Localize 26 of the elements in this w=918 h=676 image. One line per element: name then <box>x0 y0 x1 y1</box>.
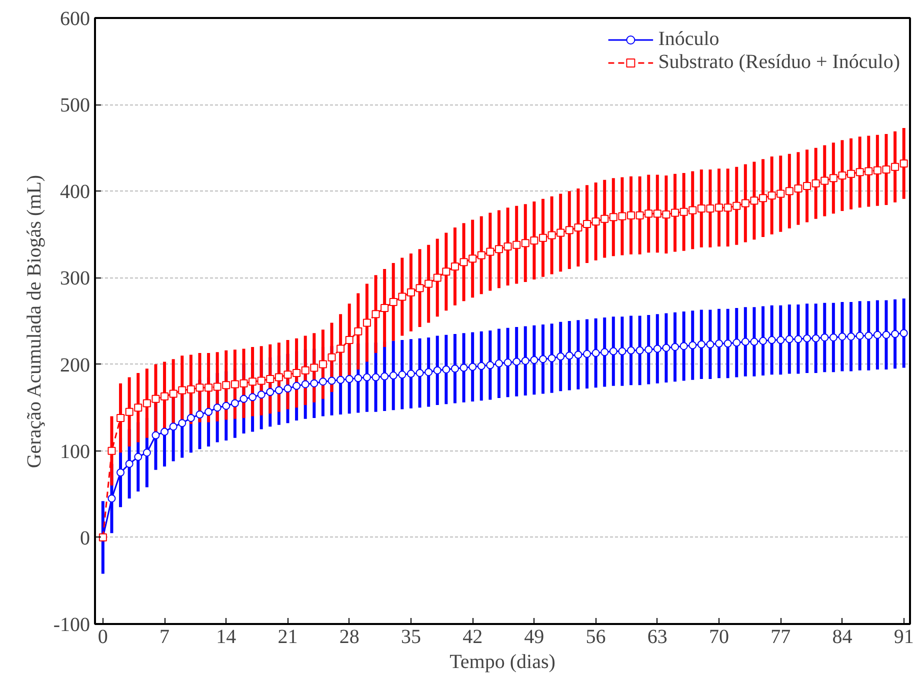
y-tick-label: 300 <box>60 268 90 290</box>
x-tick-label: 91 <box>894 626 914 648</box>
x-axis-title: Tempo (dias) <box>450 651 556 673</box>
x-tick-label: 77 <box>770 626 791 648</box>
x-tick-label: 21 <box>278 626 298 648</box>
x-tick-label: 28 <box>339 626 360 648</box>
y-tick-label: 200 <box>60 354 90 376</box>
y-tick-label: 0 <box>80 527 90 550</box>
x-tick-label: 63 <box>647 626 668 648</box>
legend-label: Inóculo <box>658 28 720 51</box>
legend-label: Substrato (Resíduo + Inóculo) <box>658 51 900 74</box>
x-tick-label: 7 <box>160 626 170 648</box>
y-tick-label: 600 <box>60 8 90 30</box>
x-tick-label: 56 <box>586 626 606 648</box>
y-tick-label: -100 <box>53 614 90 636</box>
x-tick-label: 35 <box>400 626 421 648</box>
x-tick-label: 0 <box>98 626 108 648</box>
x-tick-label: 14 <box>216 626 236 648</box>
x-tick-label: 49 <box>524 626 544 648</box>
y-tick-label: 500 <box>60 94 90 117</box>
x-tick-label: 42 <box>462 626 483 648</box>
y-tick-label: 400 <box>60 181 90 204</box>
x-tick-label: 70 <box>709 626 730 648</box>
x-tick-label: 84 <box>832 626 852 648</box>
y-tick-label: 100 <box>60 440 90 463</box>
y-axis-title: Geração Acumulada de Biogás (mL) <box>23 174 46 468</box>
